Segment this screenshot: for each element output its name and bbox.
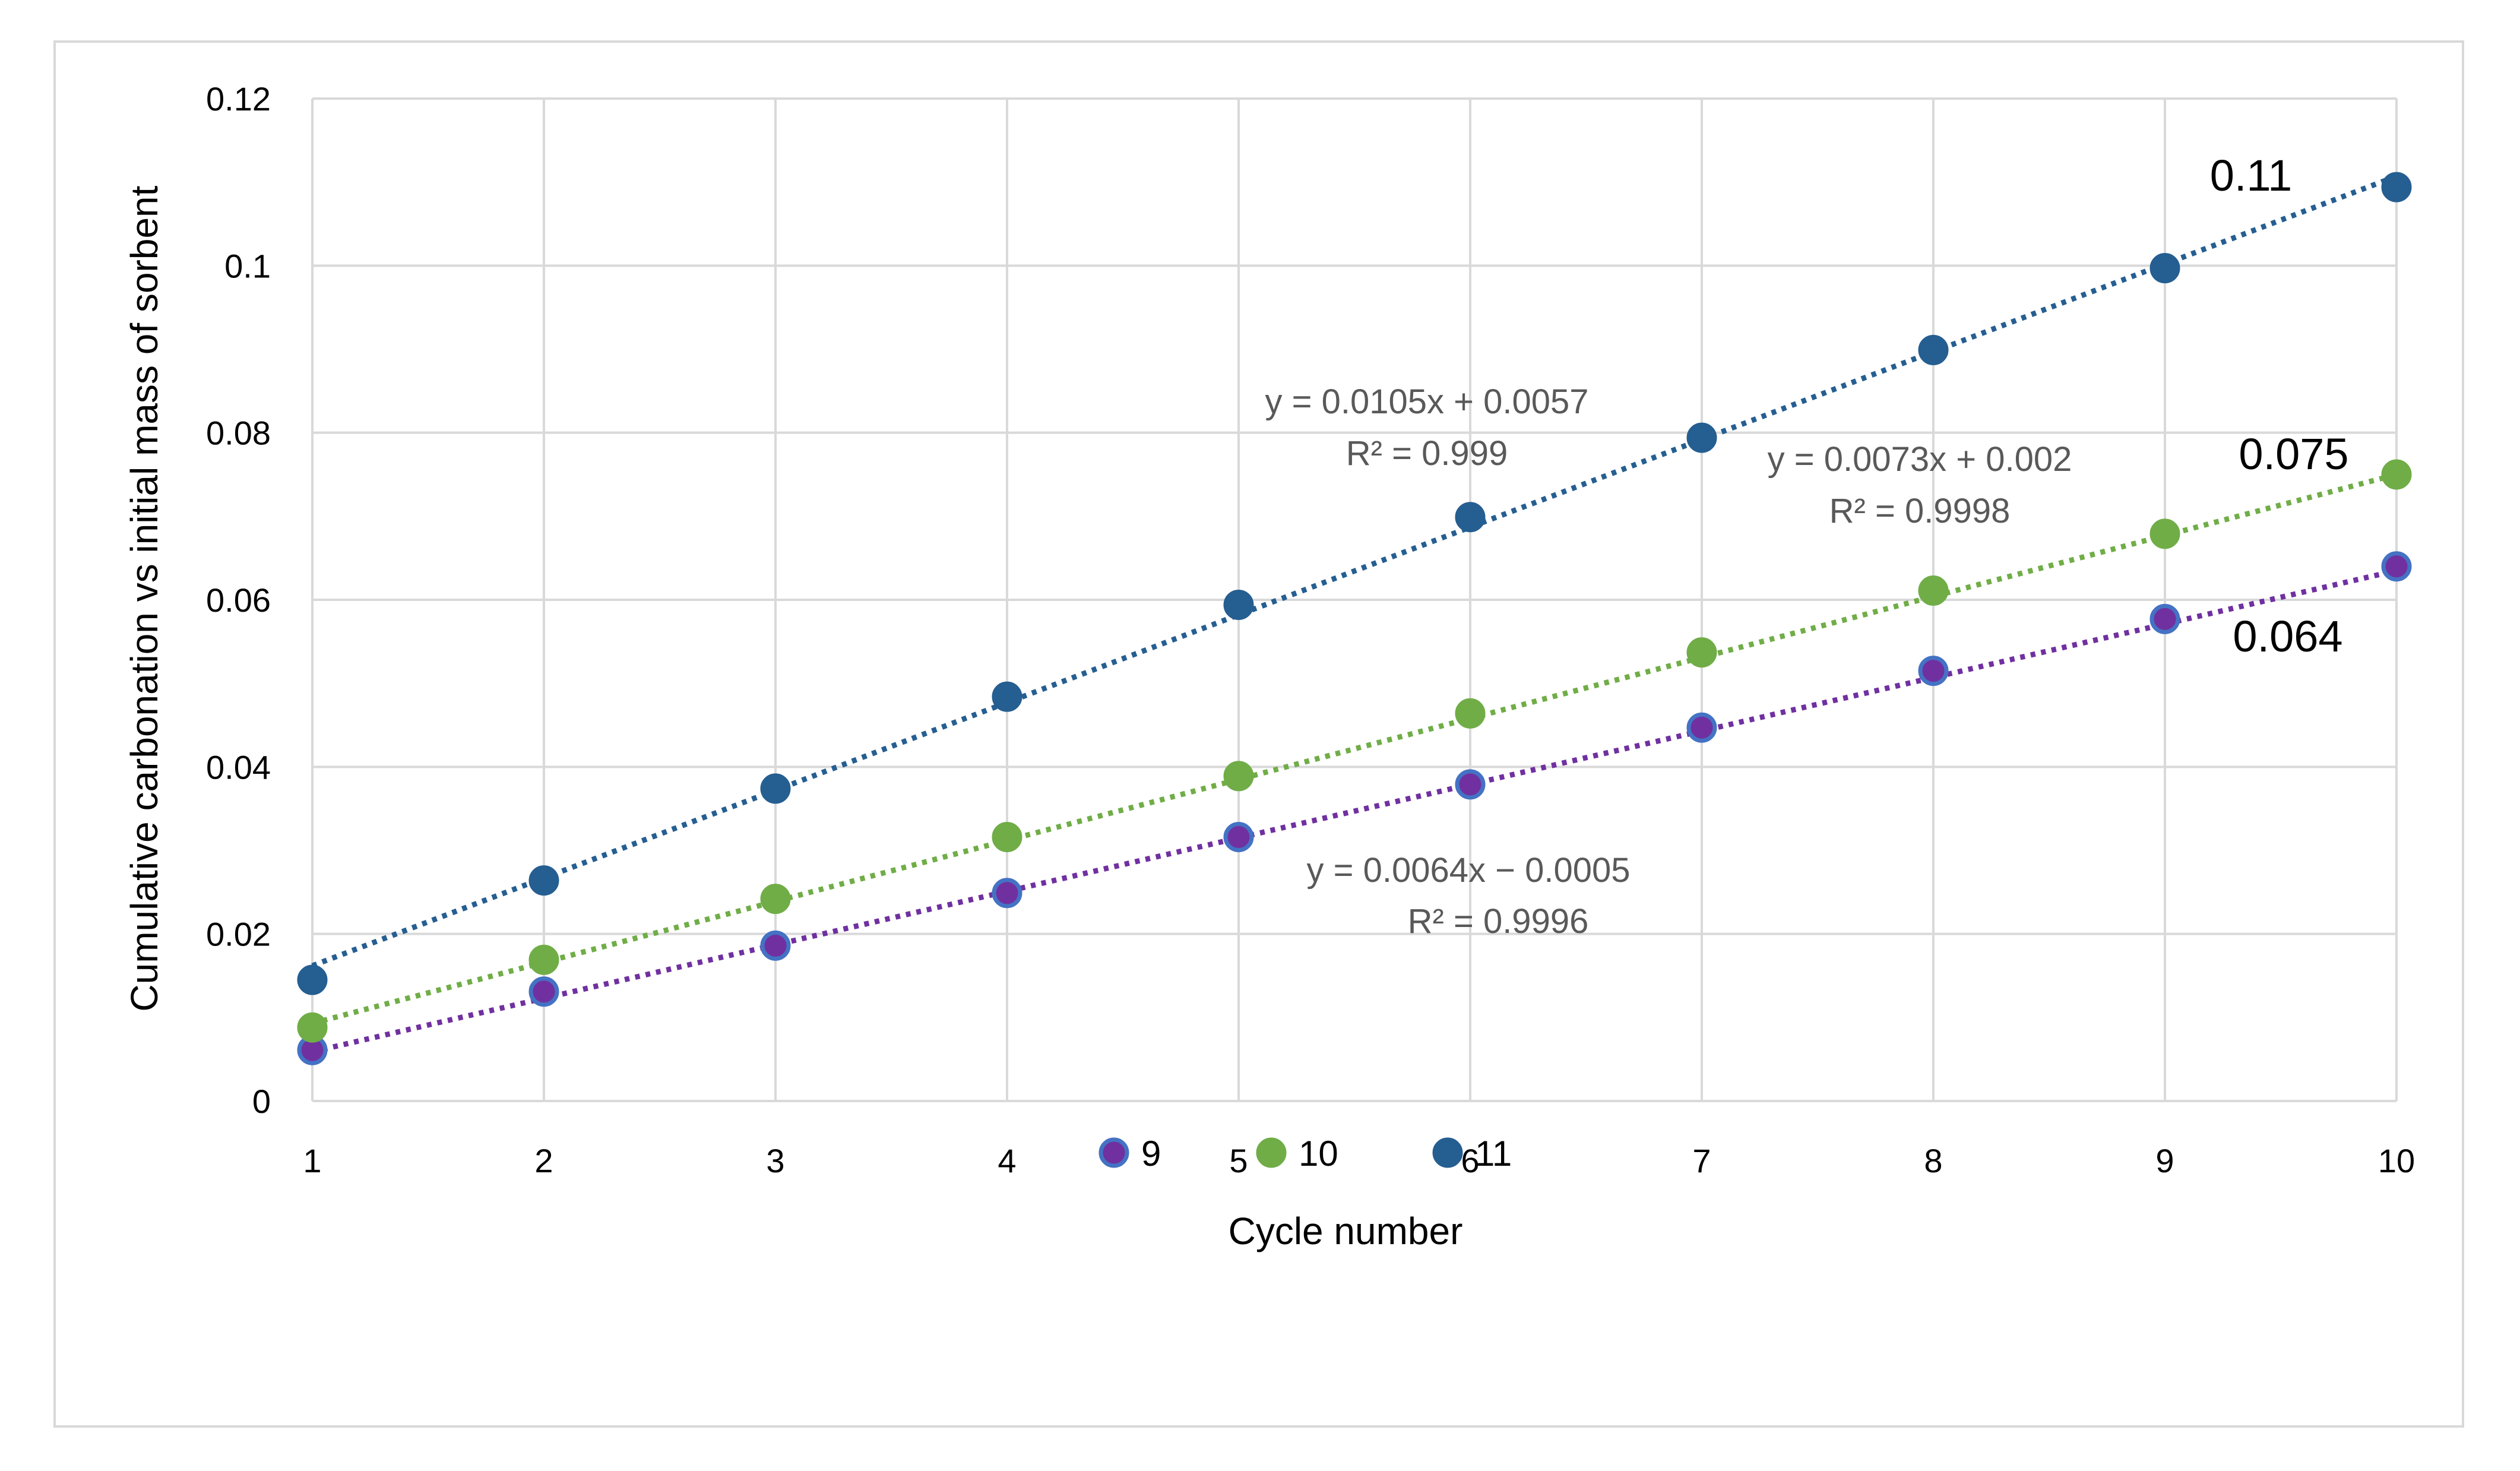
data-point-series-11 [1223, 589, 1254, 620]
data-point-series-9 [992, 878, 1022, 909]
legend-label-series-9: 9 [1141, 1134, 1161, 1173]
data-point-series-10 [297, 1012, 328, 1043]
data-point-series-10 [2381, 459, 2412, 490]
data-point-series-10 [992, 821, 1022, 852]
y-tick-label: 0.04 [206, 748, 271, 786]
data-point-series-10 [1223, 761, 1254, 792]
legend: 9 10 11 [1098, 1134, 1512, 1173]
tick-labels: 0 0.02 0.04 0.06 0.08 0.1 0.12 1 2 3 4 5 6 7 8 9 10 [206, 80, 2415, 1179]
data-point-series-9 [1455, 769, 1486, 800]
data-point-series-11 [1455, 502, 1486, 533]
data-point-series-9 [528, 976, 559, 1007]
data-point-series-9 [2381, 551, 2412, 582]
x-tick-label: 8 [1924, 1142, 1942, 1179]
x-axis-title: Cycle number [1229, 1210, 1463, 1252]
legend-label-series-10: 10 [1299, 1134, 1338, 1173]
data-point-series-11 [528, 865, 559, 896]
r-squared-series-10: R² = 0.9998 [1829, 492, 2011, 530]
legend-label-series-11: 11 [1475, 1134, 1512, 1173]
trendline-equation-series-10: y = 0.0073x + 0.002 [1768, 440, 2072, 479]
y-tick-label: 0.12 [206, 80, 271, 118]
data-point-series-11 [2381, 172, 2412, 203]
y-tick-label: 0.1 [224, 247, 271, 284]
y-tick-label: 0.06 [206, 581, 271, 619]
r-squared-series-11: R² = 0.999 [1346, 434, 1508, 473]
annotations: y = 0.0064x − 0.0005 R² = 0.9996 0.064 y = … [1265, 151, 2349, 941]
data-point-series-11 [2149, 253, 2180, 284]
y-tick-label: 0.08 [206, 415, 271, 452]
y-tick-label: 0.02 [206, 916, 271, 953]
x-tick-label: 10 [2378, 1142, 2415, 1179]
x-tick-label: 4 [998, 1142, 1016, 1179]
data-point-series-9 [1686, 712, 1717, 743]
data-point-series-10 [528, 944, 559, 975]
legend-marker-series-9 [1098, 1137, 1129, 1168]
data-point-series-11 [992, 681, 1022, 712]
legend-marker-series-10 [1256, 1137, 1287, 1168]
data-point-series-10 [2149, 518, 2180, 549]
end-value-label-series-10: 0.075 [2239, 429, 2348, 479]
data-point-series-10 [760, 884, 791, 915]
trendlines [311, 173, 2398, 1055]
data-point-series-11 [297, 964, 328, 995]
data-point-series-11 [760, 773, 791, 804]
trendline-series-11 [311, 173, 2398, 969]
x-tick-label: 7 [1692, 1142, 1711, 1179]
trendline-equation-series-11: y = 0.0105x + 0.0057 [1265, 382, 1589, 421]
data-point-series-9 [1223, 821, 1254, 852]
legend-marker-series-11 [1432, 1137, 1463, 1168]
data-point-series-9 [760, 930, 791, 961]
data-point-series-9 [1918, 656, 1949, 687]
x-tick-label: 9 [2155, 1142, 2174, 1179]
grid [311, 97, 2398, 1102]
data-points [297, 172, 2412, 1065]
x-tick-label: 2 [534, 1142, 553, 1179]
trendline-series-10 [311, 472, 2398, 1026]
trendline-series-9 [311, 568, 2398, 1055]
data-point-series-10 [1455, 698, 1486, 729]
data-point-series-11 [1918, 334, 1949, 365]
data-point-series-10 [1686, 637, 1717, 668]
y-tick-label: 0 [252, 1083, 271, 1120]
end-value-label-series-9: 0.064 [2233, 612, 2342, 661]
x-tick-label: 5 [1229, 1142, 1248, 1179]
x-tick-label: 3 [766, 1142, 784, 1179]
x-tick-label: 1 [303, 1142, 321, 1179]
data-point-series-10 [1918, 575, 1949, 606]
data-point-series-9 [2149, 603, 2180, 634]
x-tick-label: 6 [1461, 1142, 1479, 1179]
y-axis-title: Cumulative carbonation vs initial mass o… [123, 185, 166, 1011]
data-point-series-11 [1686, 422, 1717, 453]
end-value-label-series-11: 0.11 [2210, 151, 2293, 200]
chart-frame [53, 40, 2464, 1428]
r-squared-series-9: R² = 0.9996 [1408, 902, 1589, 941]
trendline-equation-series-9: y = 0.0064x − 0.0005 [1307, 851, 1631, 890]
